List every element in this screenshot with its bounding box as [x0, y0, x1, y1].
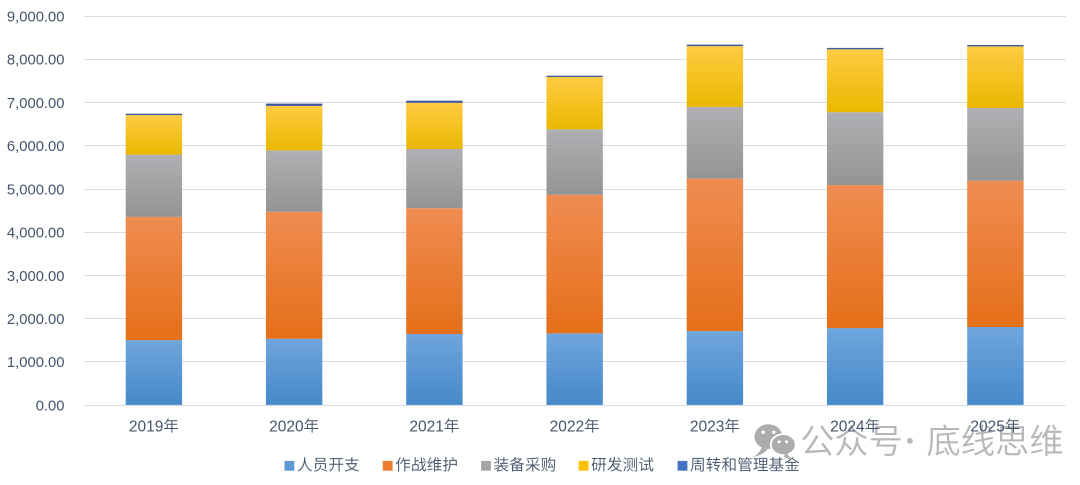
svg-text:3,000.00: 3,000.00 — [7, 269, 65, 285]
svg-text:0.00: 0.00 — [36, 398, 65, 414]
svg-text:9,000.00: 9,000.00 — [7, 9, 65, 25]
svg-text:6,000.00: 6,000.00 — [7, 139, 65, 155]
svg-text:2024: 2024 — [830, 418, 865, 435]
svg-text:4,000.00: 4,000.00 — [7, 226, 65, 242]
svg-text:2021: 2021 — [409, 418, 443, 435]
svg-text:2020: 2020 — [269, 418, 304, 435]
svg-text:7,000.00: 7,000.00 — [7, 96, 65, 112]
svg-text:2019: 2019 — [129, 418, 163, 435]
svg-text:1,000.00: 1,000.00 — [7, 355, 65, 371]
svg-text:2,000.00: 2,000.00 — [7, 312, 65, 328]
svg-text:2023: 2023 — [690, 418, 724, 435]
svg-text:2025: 2025 — [970, 418, 1004, 435]
svg-text:8,000.00: 8,000.00 — [7, 53, 65, 69]
svg-text:5,000.00: 5,000.00 — [7, 182, 65, 198]
svg-text:2022: 2022 — [550, 418, 584, 435]
